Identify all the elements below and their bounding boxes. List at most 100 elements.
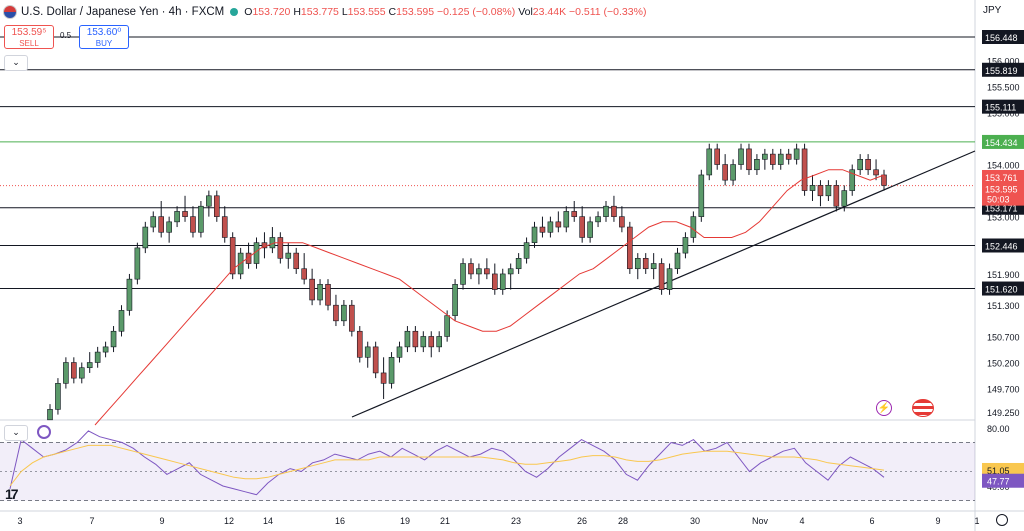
- ma-label: 153.761: [985, 173, 1018, 183]
- open-value: 153.720: [252, 6, 291, 18]
- candle-body: [94, 351, 101, 363]
- candle-body: [174, 211, 180, 223]
- candle-body: [746, 148, 752, 171]
- candle-body: [809, 185, 816, 191]
- rsi-band: [0, 442, 975, 501]
- price-tick-label: 156.000: [987, 56, 1020, 66]
- candle-body: [642, 258, 649, 270]
- candle-body: [372, 346, 379, 374]
- level-label: 155.819: [985, 66, 1018, 76]
- candle-body: [349, 304, 355, 332]
- candle-body: [507, 268, 514, 275]
- sell-label: SELL: [19, 39, 39, 48]
- candle-body: [460, 263, 466, 285]
- candle-body: [603, 205, 609, 217]
- price-tick-label: 149.700: [987, 385, 1020, 395]
- collapse-indicators-button[interactable]: ⌄: [4, 55, 28, 71]
- candle-body: [825, 185, 832, 197]
- rsi-line: [9, 430, 885, 496]
- candle-body: [452, 284, 458, 316]
- collapse-rsi-button[interactable]: ⌄: [4, 425, 28, 441]
- candle-body: [301, 268, 307, 280]
- candle-body: [619, 216, 625, 228]
- candle-body: [55, 383, 61, 410]
- us-flag-event-icon[interactable]: [912, 399, 934, 417]
- sell-button[interactable]: 153.59⁵ SELL: [4, 25, 54, 49]
- change-value: −0.125 (−0.08%): [437, 6, 516, 18]
- candle-body: [341, 304, 347, 322]
- time-tick-label: 16: [335, 516, 345, 526]
- candle-body: [317, 284, 323, 301]
- time-tick-label: 9: [935, 516, 940, 526]
- candle-body: [817, 185, 824, 197]
- candle-body: [245, 252, 252, 264]
- candle-body: [396, 346, 403, 358]
- price-tick-label: 155.500: [987, 82, 1020, 92]
- level-label: 154.434: [985, 138, 1018, 148]
- buy-price: 153.60⁰: [86, 27, 122, 38]
- settings-icon[interactable]: [996, 514, 1008, 526]
- candle-body: [333, 304, 339, 322]
- rsi-top-tick: 80.00: [987, 424, 1010, 434]
- candle-body: [865, 159, 871, 171]
- price-tick-label: 154.000: [987, 161, 1020, 171]
- ma-tag: [982, 169, 1024, 184]
- rsi-settings-icon[interactable]: [37, 425, 51, 439]
- candle-body: [476, 268, 482, 275]
- candle-body: [118, 310, 125, 332]
- candle-body: [126, 278, 133, 311]
- level-label: 151.620: [985, 285, 1018, 295]
- candle-body: [881, 174, 887, 186]
- candle-body: [555, 221, 562, 228]
- candle-body: [777, 153, 784, 165]
- level-tag: [982, 238, 1024, 253]
- time-tick-label: 3: [17, 516, 22, 526]
- time-tick-label: 26: [577, 516, 587, 526]
- level-tag: [982, 281, 1024, 296]
- candle-body: [221, 216, 228, 238]
- candle-body: [833, 185, 840, 207]
- candle-body: [63, 362, 69, 384]
- candle-body: [404, 330, 411, 348]
- symbol-title[interactable]: U.S. Dollar / Japanese Yen · 4h · FXCM: [21, 6, 225, 18]
- candle-body: [388, 356, 395, 384]
- candle-body: [563, 211, 570, 228]
- currency-label[interactable]: JPY: [983, 5, 1002, 16]
- candle-body: [595, 216, 601, 223]
- buy-label: BUY: [95, 39, 113, 48]
- chart-header: U.S. Dollar / Japanese Yen · 4h · FXCM O…: [0, 0, 975, 24]
- candle-body: [801, 148, 808, 191]
- candle-body: [78, 367, 85, 379]
- time-tick-label: 19: [400, 516, 410, 526]
- price-tick-label: 151.900: [987, 270, 1020, 280]
- market-open-icon: [230, 8, 239, 16]
- candle-body: [134, 247, 141, 280]
- time-tick-label: 30: [690, 516, 700, 526]
- candle-body: [484, 268, 490, 275]
- time-tick-label: 23: [511, 516, 521, 526]
- flash-icon[interactable]: ⚡: [876, 400, 892, 416]
- moving-average-line: [94, 169, 885, 426]
- candle-body: [698, 174, 705, 217]
- sell-price: 153.59⁵: [11, 27, 47, 38]
- candle-body: [198, 205, 204, 233]
- candle-body: [491, 273, 498, 290]
- candle-body: [190, 216, 196, 233]
- price-tick-label: 149.250: [987, 408, 1020, 418]
- candle-body: [682, 237, 689, 254]
- candle-body: [714, 148, 721, 165]
- candle-body: [650, 263, 657, 270]
- countdown-label: 50:03: [987, 195, 1010, 205]
- candle-body: [785, 153, 792, 160]
- candle-body: [444, 315, 450, 337]
- level-label: 153.171: [985, 204, 1018, 214]
- candle-body: [468, 263, 474, 275]
- time-tick-label: 12: [224, 516, 234, 526]
- candle-body: [47, 409, 53, 421]
- candle-body: [730, 164, 736, 181]
- candle-body: [364, 346, 371, 358]
- last-price-label: 153.595: [985, 185, 1018, 195]
- candle-body: [206, 195, 212, 207]
- buy-button[interactable]: 153.60⁰ BUY: [79, 25, 129, 49]
